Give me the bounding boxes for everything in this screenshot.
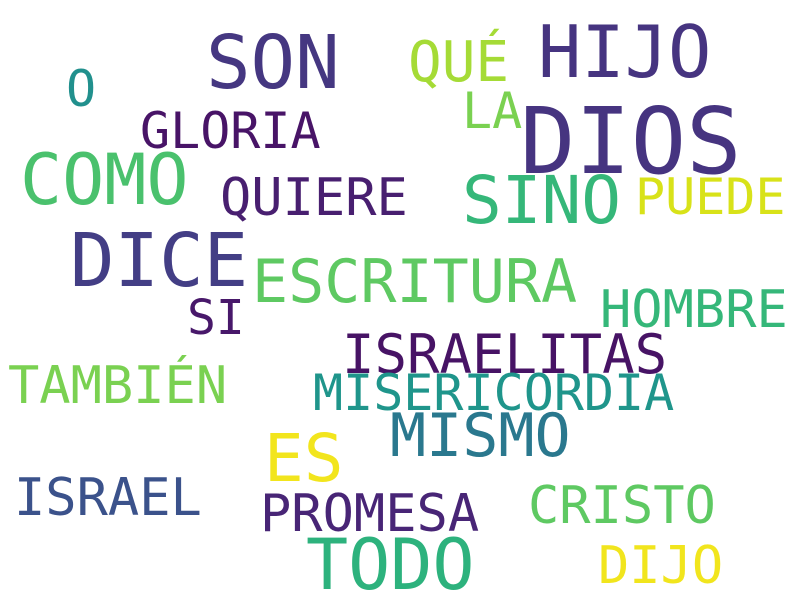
word-la: LA — [462, 82, 523, 140]
word-o: O — [66, 60, 97, 118]
word-son: SON — [206, 20, 340, 106]
word-dice: DICE — [70, 218, 249, 304]
word-que: QUÉ — [408, 30, 510, 95]
word-dijo: DIJO — [598, 536, 724, 596]
word-todo: TODO — [306, 524, 475, 600]
word-quiere: QUIERE — [220, 168, 408, 228]
word-israel: ISRAEL — [14, 468, 202, 528]
word-israelitas: ISRAELITAS — [342, 323, 668, 386]
word-cristo: CRISTO — [528, 476, 716, 536]
word-misericordia: MISERICORDIA — [313, 364, 675, 422]
word-escritura: ESCRITURA — [252, 247, 578, 317]
word-como: COMO — [20, 139, 189, 221]
word-puede: PUEDE — [635, 168, 786, 226]
word-es: ES — [264, 420, 344, 497]
word-sino: SINO — [462, 162, 621, 239]
word-si: SI — [187, 290, 245, 346]
word-tambien: TAMBIÉN — [8, 356, 228, 416]
word-hijo: HIJO — [538, 10, 712, 94]
word-gloria: GLORIA — [140, 102, 321, 160]
word-hombre: HOMBRE — [600, 280, 788, 340]
word-promesa: PROMESA — [260, 484, 480, 544]
word-dios: DIOS — [520, 88, 742, 195]
word-mismo: MISMO — [390, 401, 571, 471]
